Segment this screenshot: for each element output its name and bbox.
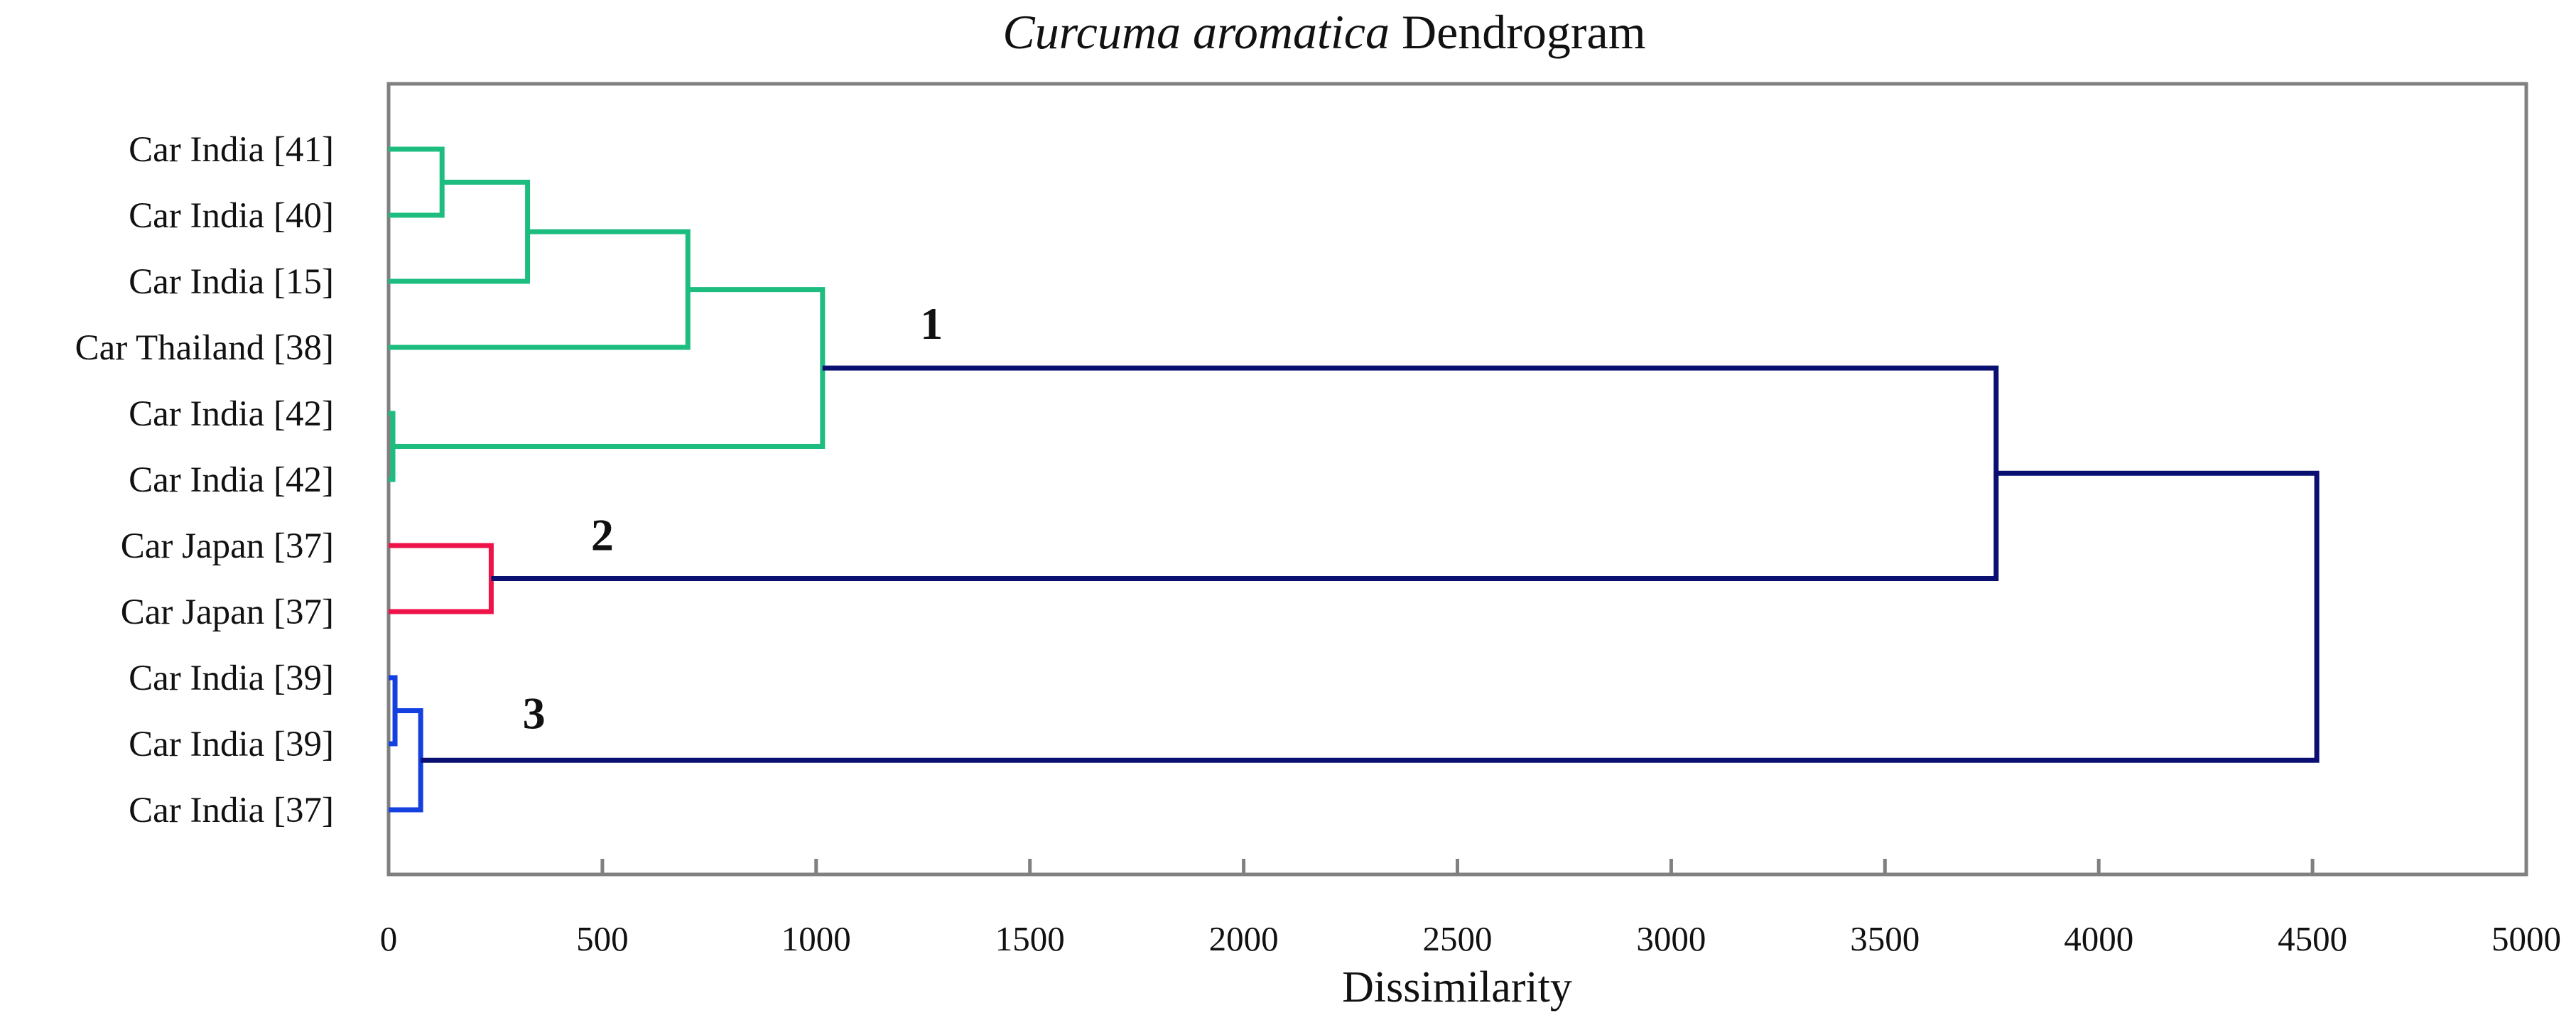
leaf-labels: Car India [41] Car India [40] Car India [1… [75,130,334,830]
cluster-labels: 1 2 3 [523,298,943,739]
x-tick-label: 4500 [2278,919,2347,958]
cluster-number-label: 2 [591,510,614,560]
x-tick-label: 1500 [995,919,1065,958]
dendrogram-link [389,146,445,218]
x-tick-label: 500 [576,919,629,958]
dendrogram-link [393,287,826,449]
leaf-label: Car Japan [37] [121,526,334,566]
x-tick-label: 1000 [781,919,851,958]
x-tick-label: 5000 [2491,919,2561,958]
chart-title-italic: Curcuma aromatica [1002,5,1390,59]
cluster-number-label: 1 [920,298,943,349]
dendrogram-link [421,470,2320,763]
x-tick-label: 0 [380,919,398,958]
x-tick-label: 2500 [1423,919,1493,958]
leaf-label: Car India [42] [129,394,334,434]
chart-title-rest: Dendrogram [1390,5,1646,59]
x-tick-label: 3500 [1850,919,1920,958]
leaf-label: Car India [37] [129,791,334,830]
leaf-label: Car India [41] [129,130,334,170]
leaf-label: Car Thailand [38] [75,328,334,368]
dendrogram-link [389,180,531,284]
x-tick-label: 2000 [1209,919,1279,958]
x-tick-label: 4000 [2064,919,2133,958]
x-axis-ticks: 0 500 1000 1500 2000 2500 3000 3500 4000 4500 5000 [380,859,2561,958]
cluster-number-label: 3 [523,688,546,739]
x-axis-title: Dissimilarity [1342,963,1572,1012]
leaf-label: Car India [40] [129,196,334,236]
leaf-label: Car India [42] [129,460,334,500]
dendrogram-link [491,365,1999,581]
leaf-label: Car India [15] [129,262,334,302]
plot-frame [386,82,2528,877]
chart-title: Curcuma aromatica Dendrogram [1002,5,1645,59]
leaf-label: Car India [39] [129,658,334,698]
x-tick-label: 3000 [1636,919,1706,958]
dendrogram-links [389,146,2320,813]
dendrogram-link [389,543,494,614]
leaf-label: Car Japan [37] [121,592,334,632]
dendrogram-link [389,229,691,350]
leaf-label: Car India [39] [129,725,334,764]
